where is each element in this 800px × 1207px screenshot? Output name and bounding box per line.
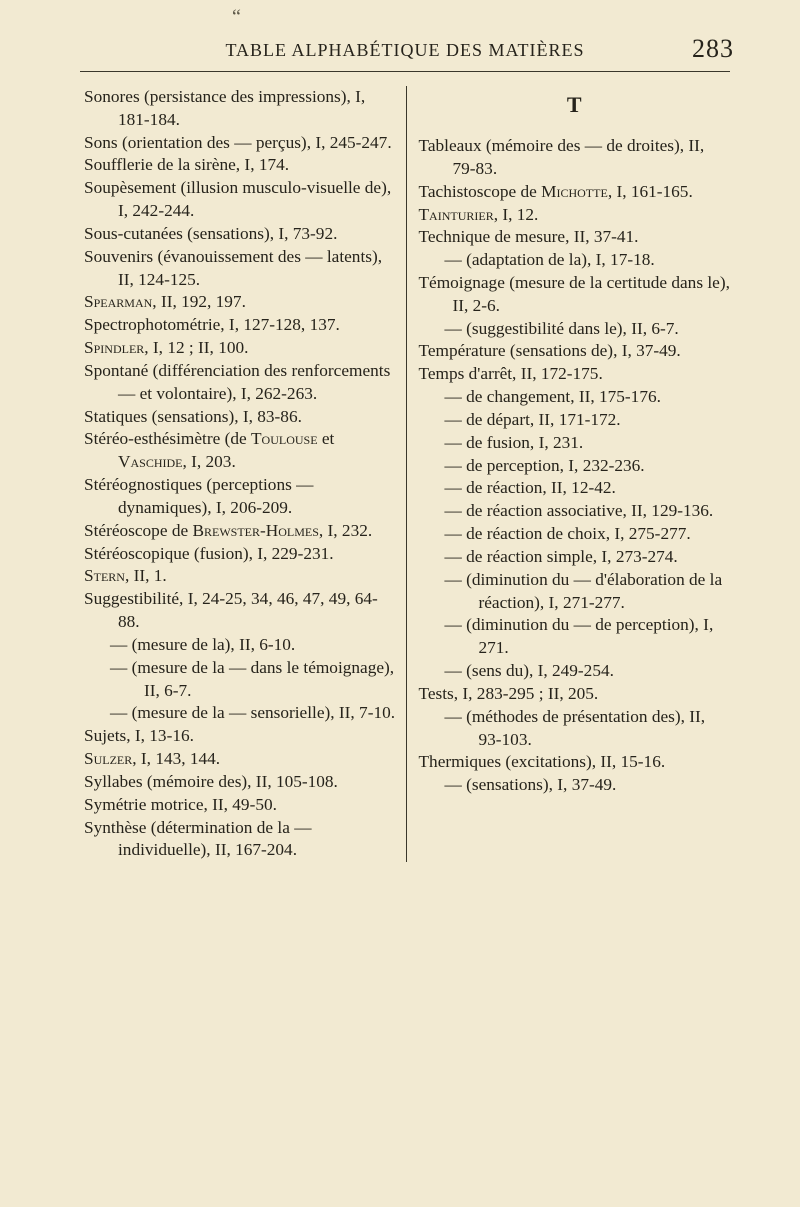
index-subentry: — (mesure de la), II, 6-10. bbox=[84, 634, 396, 657]
index-subentry: — (diminution du — d'élaboration de la r… bbox=[419, 569, 731, 615]
index-entry: Stéréoscopique (fusion), I, 229-231. bbox=[84, 543, 396, 566]
index-subentry: — (adaptation de la), I, 17-18. bbox=[419, 249, 731, 272]
index-entry: Soupèsement (illusion musculo-visuelle d… bbox=[84, 177, 396, 223]
index-subentry: — (diminution du — de perception), I, 27… bbox=[419, 614, 731, 660]
index-subentry: — de réaction de choix, I, 275-277. bbox=[419, 523, 731, 546]
index-subentry: — de réaction associative, II, 129-136. bbox=[419, 500, 731, 523]
index-entry: Spectrophotométrie, I, 127-128, 137. bbox=[84, 314, 396, 337]
index-subentry: — (sensations), I, 37-49. bbox=[419, 774, 731, 797]
header-rule bbox=[80, 71, 730, 72]
page-mark: “ bbox=[232, 6, 241, 29]
index-entry: Sous-cutanées (sensations), I, 73-92. bbox=[84, 223, 396, 246]
index-subentry: — de réaction, II, 12-42. bbox=[419, 477, 731, 500]
page-number: 283 bbox=[692, 34, 734, 64]
index-subentry: — de réaction simple, I, 273-274. bbox=[419, 546, 731, 569]
index-entry: Sonores (persistance des impressions), I… bbox=[84, 86, 396, 132]
index-entry: Spindler, I, 12 ; II, 100. bbox=[84, 337, 396, 360]
index-subentry: — (mesure de la — dans le témoignage), I… bbox=[84, 657, 396, 703]
left-column: Sonores (persistance des impressions), I… bbox=[80, 86, 406, 862]
index-entry: Témoignage (mesure de la certitude dans … bbox=[419, 272, 731, 318]
index-entry: Tachistoscope de Michotte, I, 161-165. bbox=[419, 181, 731, 204]
index-subentry: — de fusion, I, 231. bbox=[419, 432, 731, 455]
index-entry: Sujets, I, 13-16. bbox=[84, 725, 396, 748]
index-entry: Suggestibilité, I, 24-25, 34, 46, 47, 49… bbox=[84, 588, 396, 634]
running-head: TABLE ALPHABÉTIQUE DES MATIÈRES 283 bbox=[80, 40, 730, 61]
header-title: TABLE ALPHABÉTIQUE DES MATIÈRES bbox=[225, 40, 584, 60]
index-entry: Tableaux (mémoire des — de droites), II,… bbox=[419, 135, 731, 181]
index-subentry: — (suggestibilité dans le), II, 6-7. bbox=[419, 318, 731, 341]
index-entry: Soufflerie de la sirène, I, 174. bbox=[84, 154, 396, 177]
index-entry: Stéréognostiques (perceptions — dynamiqu… bbox=[84, 474, 396, 520]
index-entry: Statiques (sensations), I, 83-86. bbox=[84, 406, 396, 429]
index-entry: Temps d'arrêt, II, 172-175. bbox=[419, 363, 731, 386]
page: TABLE ALPHABÉTIQUE DES MATIÈRES 283 Sono… bbox=[80, 40, 730, 862]
index-entry: Tests, I, 283-295 ; II, 205. bbox=[419, 683, 731, 706]
index-entry: Technique de mesure, II, 37-41. bbox=[419, 226, 731, 249]
index-entry: Tainturier, I, 12. bbox=[419, 204, 731, 227]
index-subentry: — (mesure de la — sensorielle), II, 7-10… bbox=[84, 702, 396, 725]
index-entry: Spearman, II, 192, 197. bbox=[84, 291, 396, 314]
index-entry: Spontané (différenciation des renforceme… bbox=[84, 360, 396, 406]
index-subentry: — de départ, II, 171-172. bbox=[419, 409, 731, 432]
index-entry: Souvenirs (évanouissement des — latents)… bbox=[84, 246, 396, 292]
index-entry: Sons (orientation des — perçus), I, 245-… bbox=[84, 132, 396, 155]
content-columns: Sonores (persistance des impressions), I… bbox=[80, 86, 730, 862]
right-column: T Tableaux (mémoire des — de droites), II… bbox=[406, 86, 731, 862]
index-subentry: — (sens du), I, 249-254. bbox=[419, 660, 731, 683]
index-entry: Thermiques (excitations), II, 15-16. bbox=[419, 751, 731, 774]
index-entry: Stéréoscope de Brewster-Holmes, I, 232. bbox=[84, 520, 396, 543]
index-entry: Stern, II, 1. bbox=[84, 565, 396, 588]
index-entry: Stéréo-esthésimètre (de Toulouse et Vasc… bbox=[84, 428, 396, 474]
index-entry: Température (sensations de), I, 37-49. bbox=[419, 340, 731, 363]
section-letter: T bbox=[419, 90, 731, 119]
index-subentry: — de perception, I, 232-236. bbox=[419, 455, 731, 478]
index-entry: Synthèse (détermination de la — individu… bbox=[84, 817, 396, 863]
index-subentry: — de changement, II, 175-176. bbox=[419, 386, 731, 409]
index-entry: Symétrie motrice, II, 49-50. bbox=[84, 794, 396, 817]
index-entry: Syllabes (mémoire des), II, 105-108. bbox=[84, 771, 396, 794]
index-entry: Sulzer, I, 143, 144. bbox=[84, 748, 396, 771]
index-subentry: — (méthodes de présentation des), II, 93… bbox=[419, 706, 731, 752]
